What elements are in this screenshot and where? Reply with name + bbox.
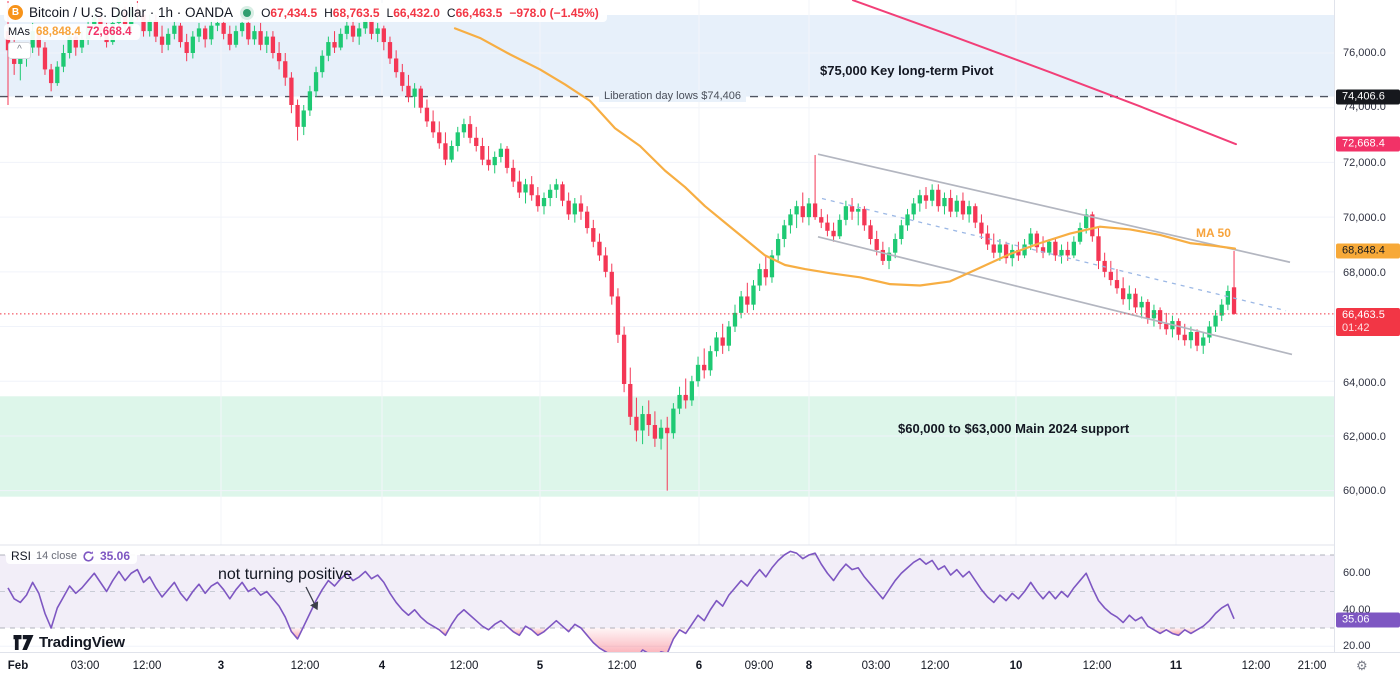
time-axis-label: 12:00 [1082, 660, 1112, 672]
price-axis-label: 64,000.0 [1343, 377, 1386, 389]
price-axis-label: 68,000.0 [1343, 267, 1386, 279]
time-axis-label: 12:00 [920, 660, 950, 672]
price-badge: 74,406.6 [1336, 89, 1400, 105]
time-axis-label: 11 [1169, 660, 1183, 672]
rsi-oversold-fill [1150, 628, 1201, 636]
time-axis-label: 4 [378, 660, 386, 672]
ma200-line [852, 0, 1237, 146]
ma-legend[interactable]: MAs 68,848.4 72,668.4 [4, 24, 140, 40]
ma-legend-label: MAs [8, 26, 30, 38]
liberation-lows-label: Liberation day lows $74,406 [599, 90, 746, 102]
collapse-legend-button[interactable]: ^ [8, 42, 31, 59]
time-axis-label: 12:00 [290, 660, 320, 672]
time-axis-label: 12:00 [132, 660, 162, 672]
candle-series [5, 1, 1237, 491]
tradingview-logo[interactable]: TradingView [13, 634, 125, 651]
rsi-value: 35.06 [100, 549, 131, 563]
ma200-value: 72,668.4 [86, 26, 132, 38]
price-axis[interactable]: 76,000.0 74,000.0 72,000.0 70,000.0 68,000.0… [1334, 0, 1400, 652]
price-axis-label: 20.00 [1343, 640, 1371, 652]
price-axis-label: 70,000.0 [1343, 212, 1386, 224]
symbol-title: Bitcoin / U.S. Dollar · 1h · OANDA [29, 5, 234, 20]
rsi-refresh-icon [83, 550, 94, 562]
pivot-zone [0, 14, 1334, 97]
time-axis-label: Feb [7, 660, 29, 672]
time-axis-label: 12:00 [1241, 660, 1271, 672]
price-badge: 35.06 [1336, 612, 1400, 628]
market-open-dot-icon [243, 8, 252, 17]
bitcoin-icon: B [8, 5, 23, 20]
price-badge: 66,463.5 01:42 [1336, 308, 1400, 336]
support-zone-annotation: $60,000 to $63,000 Main 2024 support [898, 421, 1130, 436]
channel-midline [821, 197, 1287, 312]
price-axis-label: 60,000.0 [1343, 485, 1386, 497]
tradingview-logo-icon [13, 635, 34, 650]
channel-trendline [817, 153, 1291, 264]
price-axis-label: 76,000.0 [1343, 47, 1386, 59]
time-axis-label: 12:00 [449, 660, 479, 672]
time-axis-label: 03:00 [70, 660, 100, 672]
annotation-arrow-icon [305, 586, 319, 611]
symbol-legend[interactable]: B Bitcoin / U.S. Dollar · 1h · OANDA O67… [4, 3, 607, 22]
price-badge: 72,668.4 [1336, 136, 1400, 152]
rsi-title: RSI [11, 549, 32, 563]
rsi-params: 14 close [36, 550, 77, 562]
rsi-note-annotation: not turning positive [218, 566, 353, 583]
pivot-annotation: $75,000 Key long-term Pivot [820, 63, 994, 78]
time-axis-label: 8 [805, 660, 813, 672]
rsi-oversold-fill [528, 628, 549, 636]
rsi-oversold-fill [580, 628, 690, 652]
time-axis-label: 21:00 [1297, 660, 1327, 672]
time-axis-label: 10 [1009, 660, 1023, 672]
price-axis-label: 62,000.0 [1343, 431, 1386, 443]
tradingview-logo-text: TradingView [39, 634, 125, 651]
gear-icon[interactable]: ⚙ [1356, 658, 1368, 673]
rsi-line [7, 550, 1235, 652]
ma50-value: 68,848.4 [36, 26, 81, 38]
channel-trendline [817, 235, 1293, 356]
time-axis-label: 5 [536, 660, 544, 672]
price-axis-label: 60.00 [1343, 567, 1371, 579]
ma50-line [453, 27, 1237, 287]
rsi-pane [0, 550, 1334, 652]
ma50-line-label: MA 50 [1196, 226, 1231, 240]
ohlc-values: O67,434.5 H68,763.5 L66,432.0 C66,463.5 −978… [261, 5, 599, 20]
rsi-legend[interactable]: RSI 14 close 35.06 [6, 548, 138, 564]
chevron-up-icon: ^ [17, 44, 22, 55]
chart-canvas[interactable] [0, 0, 1334, 652]
price-badge: 68,848.4 [1336, 243, 1400, 259]
rsi-oversold-fill [289, 628, 303, 639]
time-axis-label: 12:00 [607, 660, 637, 672]
change-value: −978.0 (−1.45%) [509, 5, 599, 20]
time-axis-label: 03:00 [861, 660, 891, 672]
time-axis-label: 3 [217, 660, 225, 672]
time-axis[interactable]: ⚙ Feb 03:00 12:00 3 12:00 4 12:00 5 12:00 6 09:00 8… [0, 652, 1400, 684]
time-axis-label: 6 [695, 660, 703, 672]
price-axis-label: 72,000.0 [1343, 157, 1386, 169]
time-axis-label: 09:00 [744, 660, 774, 672]
descending-channel [817, 153, 1293, 356]
